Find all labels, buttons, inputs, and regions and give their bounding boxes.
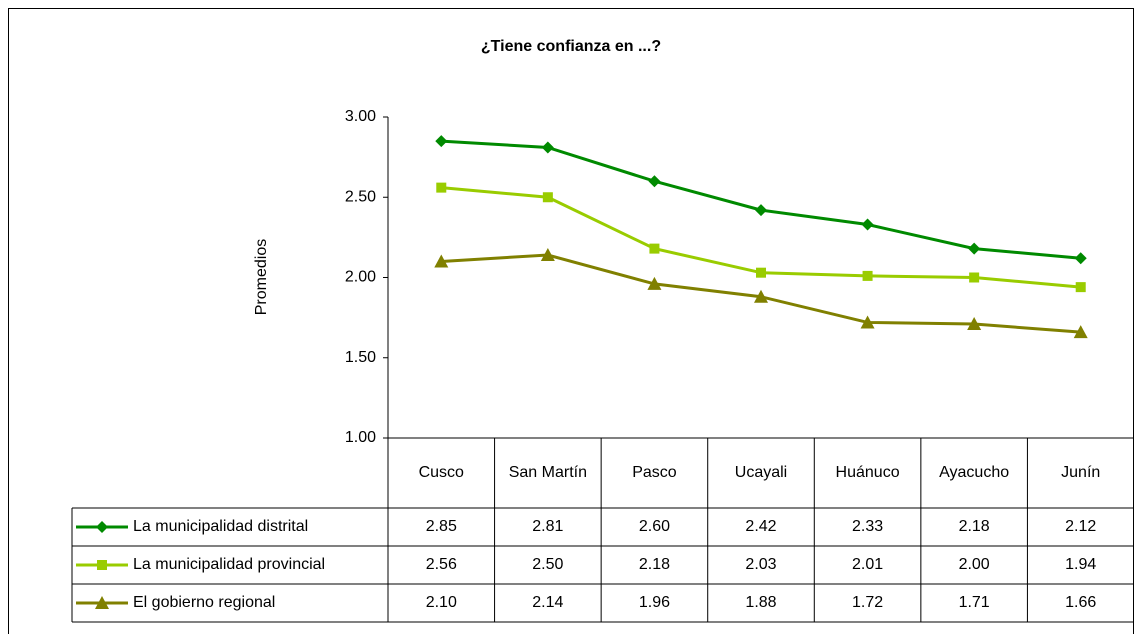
marker <box>540 248 555 262</box>
x-tick-label: Pasco <box>632 464 677 481</box>
table-value: 2.81 <box>532 518 563 535</box>
marker <box>969 272 980 283</box>
marker <box>860 315 875 329</box>
table-value: 2.18 <box>959 518 990 535</box>
table-value: 2.33 <box>852 518 883 535</box>
legend-label: El gobierno regional <box>133 594 275 611</box>
marker <box>434 254 449 268</box>
marker <box>861 218 874 231</box>
marker <box>1075 282 1086 293</box>
table-value: 1.71 <box>959 594 990 611</box>
table-value: 2.56 <box>426 556 457 573</box>
table-value: 2.12 <box>1065 518 1096 535</box>
x-tick-label: Cusco <box>419 464 464 481</box>
chart-title: ¿Tiene confianza en ...? <box>481 38 661 55</box>
marker <box>436 182 447 193</box>
table-value: 1.96 <box>639 594 670 611</box>
marker <box>754 289 768 303</box>
table-value: 2.03 <box>745 556 776 573</box>
legend-label: La municipalidad distrital <box>133 518 308 535</box>
marker <box>96 521 108 533</box>
table-value: 2.10 <box>426 594 457 611</box>
y-tick-label: 2.50 <box>345 188 376 205</box>
marker <box>647 276 662 290</box>
table-value: 2.18 <box>639 556 670 573</box>
marker <box>97 560 107 570</box>
x-tick-label: Huánuco <box>836 464 900 481</box>
table-value: 2.01 <box>852 556 883 573</box>
table-value: 1.66 <box>1065 594 1096 611</box>
x-tick-label: San Martín <box>509 464 587 481</box>
table-value: 1.88 <box>745 594 776 611</box>
y-tick-label: 2.00 <box>345 269 376 286</box>
x-tick-label: Ucayali <box>735 464 787 481</box>
x-tick-label: Ayacucho <box>939 464 1009 481</box>
legend-label: La municipalidad provincial <box>133 556 325 573</box>
marker <box>968 242 981 255</box>
marker <box>756 267 766 278</box>
y-tick-label: 1.50 <box>345 349 376 366</box>
marker <box>649 243 660 254</box>
marker <box>95 596 109 609</box>
marker <box>1074 252 1087 265</box>
table-value: 2.00 <box>959 556 990 573</box>
table-value: 2.42 <box>745 518 776 535</box>
marker <box>541 141 554 154</box>
marker <box>755 204 767 217</box>
y-tick-label: 3.00 <box>345 108 376 125</box>
marker <box>542 192 553 203</box>
chart-border <box>8 8 1134 634</box>
x-tick-label: Junín <box>1061 464 1100 481</box>
marker <box>435 135 448 148</box>
table-value: 2.50 <box>532 556 563 573</box>
table-value: 1.94 <box>1065 556 1096 573</box>
table-value: 2.60 <box>639 518 670 535</box>
table-value: 2.85 <box>426 518 457 535</box>
marker <box>967 317 982 331</box>
y-tick-label: 1.00 <box>345 429 376 446</box>
marker <box>648 175 661 188</box>
y-axis-label: Promedios <box>253 239 270 315</box>
table-value: 1.72 <box>852 594 883 611</box>
marker <box>1073 325 1088 339</box>
marker <box>862 270 873 281</box>
table-value: 2.14 <box>532 594 563 611</box>
